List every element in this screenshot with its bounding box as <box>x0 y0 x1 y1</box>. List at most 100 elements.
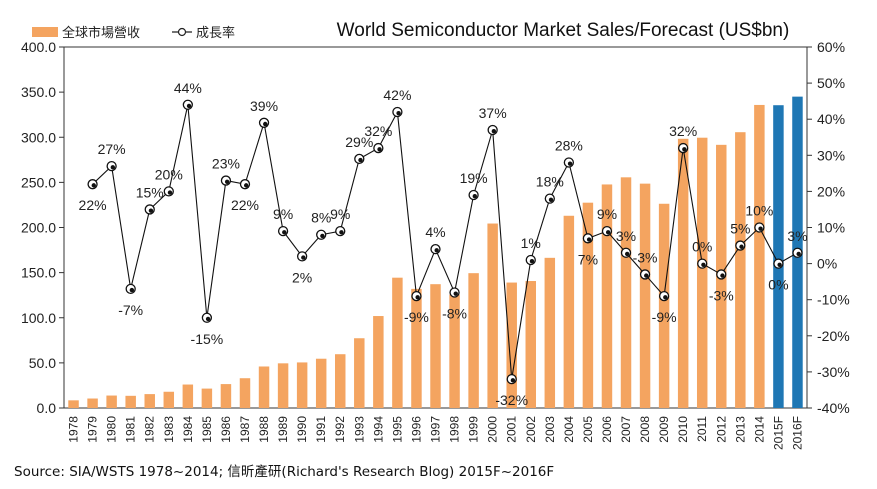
growth-point-shade <box>148 208 154 213</box>
growth-point-shade <box>472 194 478 199</box>
growth-point-shade <box>339 230 344 235</box>
left-axis: 0.0 50.0 100.0 150.0 200.0 250.0 300.0 350.0 400… <box>21 39 64 416</box>
x-tick-label: 2013 <box>733 416 747 443</box>
x-tick-label: 1991 <box>314 416 328 443</box>
right-tick-label: 30% <box>817 147 845 163</box>
x-tick-label: 1999 <box>467 416 481 443</box>
revenue-bar <box>468 273 479 408</box>
right-tick-label: 50% <box>817 75 845 91</box>
growth-point-shade <box>263 121 268 127</box>
growth-data-label: 28% <box>555 138 583 154</box>
revenue-bar <box>354 338 365 408</box>
growth-data-label: 4% <box>425 224 445 240</box>
growth-point-shade <box>701 262 706 267</box>
x-tick-label: 1981 <box>124 416 138 443</box>
growth-point-shade <box>453 291 458 296</box>
growth-point-shade <box>739 244 744 249</box>
growth-point-shade <box>605 230 611 235</box>
x-tick-label: 2001 <box>505 416 519 443</box>
left-tick-label: 0.0 <box>37 400 57 416</box>
growth-data-label: 37% <box>479 105 507 121</box>
revenue-bar <box>201 388 213 408</box>
revenue-bar <box>87 398 98 408</box>
revenue-bar <box>677 138 689 409</box>
growth-point-shade <box>129 287 135 293</box>
revenue-bar <box>277 363 289 408</box>
bar-series <box>68 96 803 409</box>
growth-data-label: 8% <box>311 210 331 226</box>
revenue-bar <box>315 358 327 408</box>
x-tick-label: 2015F <box>771 416 785 450</box>
revenue-bar <box>563 215 575 408</box>
right-axis: -40% -30% -20% -10% 0% 10% 20% 30% 40% 50% 60% <box>807 39 850 416</box>
x-tick-label: 1985 <box>200 416 214 443</box>
growth-point-shade <box>186 103 192 109</box>
growth-point-shade <box>644 273 649 278</box>
revenue-bar <box>639 183 651 408</box>
x-tick-label: 2010 <box>676 416 690 443</box>
growth-data-label: 39% <box>250 98 278 114</box>
growth-point-shade <box>529 258 535 264</box>
left-tick-label: 250.0 <box>21 174 56 190</box>
growth-point-shade <box>510 378 516 383</box>
growth-data-label: 7% <box>578 251 598 267</box>
growth-data-label: 3% <box>616 228 636 244</box>
x-tick-label: 2004 <box>562 416 576 443</box>
growth-data-label: 19% <box>460 170 488 186</box>
x-tick-label: 2006 <box>600 416 614 443</box>
growth-point-shade <box>167 190 173 195</box>
growth-data-label: -15% <box>191 331 224 347</box>
x-tick-label: 2011 <box>695 416 709 442</box>
growth-data-label: 2% <box>292 269 312 285</box>
x-tick-label: 1978 <box>67 416 81 443</box>
growth-data-label: -7% <box>118 302 143 318</box>
growth-point-shade <box>796 251 801 257</box>
revenue-bar <box>220 384 232 408</box>
revenue-bar <box>182 384 194 408</box>
legend-line-label: 成長率 <box>196 25 235 41</box>
x-tick-label: 2008 <box>638 416 652 443</box>
growth-point-shade <box>777 262 782 267</box>
right-tick-label: 40% <box>817 111 845 127</box>
growth-data-label: 15% <box>136 184 164 200</box>
x-axis: 1978 1979 1980 1981 1982 1983 1984 1985 1986 1987… <box>67 416 805 450</box>
x-tick-label: 1986 <box>219 416 233 443</box>
x-tick-label: 1992 <box>333 416 347 443</box>
x-tick-label: 1998 <box>448 416 462 443</box>
left-tick-label: 200.0 <box>21 220 56 236</box>
right-tick-label: 20% <box>817 183 845 199</box>
legend-bar-swatch <box>32 27 58 37</box>
growth-data-label: 9% <box>330 206 350 222</box>
x-tick-label: 2007 <box>619 416 633 443</box>
growth-data-label: 22% <box>231 197 259 213</box>
growth-data-label: 5% <box>730 221 750 237</box>
growth-data-label: 27% <box>98 141 126 157</box>
x-tick-label: 1979 <box>86 416 100 443</box>
revenue-bar <box>506 282 517 408</box>
growth-data-label: -9% <box>652 309 677 325</box>
growth-data-label: 20% <box>155 166 183 182</box>
revenue-bar <box>601 184 613 408</box>
growth-point-shade <box>491 129 497 134</box>
growth-data-label: 10% <box>745 203 773 219</box>
growth-point-shade <box>415 295 420 300</box>
growth-data-label: 42% <box>383 87 411 103</box>
revenue-bar <box>373 316 384 408</box>
growth-point-shade <box>320 233 325 239</box>
legend-bar-label: 全球市場營收 <box>62 25 140 41</box>
growth-point-shade <box>377 147 382 152</box>
growth-point-shade <box>548 197 554 203</box>
revenue-bar <box>582 202 594 408</box>
x-tick-label: 1996 <box>409 416 423 443</box>
revenue-bar <box>735 132 746 409</box>
growth-point-shade <box>758 226 763 231</box>
x-tick-label: 1994 <box>371 416 385 443</box>
x-tick-label: 2005 <box>581 416 595 443</box>
growth-data-label: 22% <box>79 197 107 213</box>
x-tick-label: 2012 <box>714 416 728 443</box>
growth-point-shade <box>282 230 287 235</box>
growth-point-shade <box>682 147 687 152</box>
right-tick-label: 10% <box>817 220 845 236</box>
revenue-bar <box>106 395 117 408</box>
